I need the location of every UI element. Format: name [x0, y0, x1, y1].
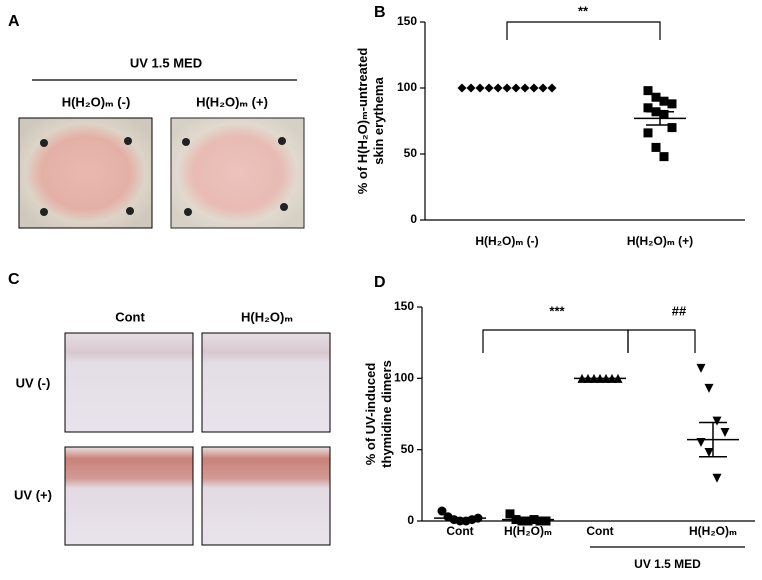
point — [643, 103, 653, 113]
significance-label: *** — [549, 303, 565, 318]
point — [473, 513, 483, 523]
x-tick-label: Cont — [586, 524, 613, 538]
point — [643, 86, 653, 96]
point — [643, 128, 653, 138]
point — [651, 92, 661, 102]
point — [696, 363, 706, 373]
point — [601, 373, 611, 383]
significance-label: ** — [578, 3, 589, 18]
x-tick-label: H(H₂O)ₘ (+) — [627, 234, 693, 248]
point — [535, 516, 545, 526]
y-tick-label: 150 — [397, 14, 417, 28]
point — [720, 428, 730, 438]
y-axis-label: % of UV-inducedthymidine dimers — [363, 360, 394, 468]
point — [589, 373, 599, 383]
point — [541, 516, 551, 526]
point — [484, 83, 494, 93]
point — [529, 515, 539, 525]
y-axis-label-line: % of UV-induced — [363, 363, 378, 466]
point — [577, 373, 587, 383]
x-tick-label: H(H₂O)ₘ (-) — [475, 234, 538, 248]
panel-label: C — [8, 271, 20, 288]
y-axis-label: % of H(H₂O)ₘ-untreatedskin erythema — [355, 48, 386, 195]
point — [667, 123, 677, 133]
column-label: H(H₂O)ₘ — [241, 309, 293, 324]
point — [704, 383, 714, 393]
point — [505, 509, 515, 519]
column-label: H(H₂O)ₘ (-) — [62, 94, 131, 109]
x-tick-label: H(H₂O)ₘ — [689, 524, 737, 538]
y-tick-label: 100 — [397, 80, 417, 94]
point — [517, 516, 527, 526]
y-tick-label: 150 — [394, 299, 414, 313]
significance-bracket — [506, 21, 661, 40]
group-label: UV 1.5 MED — [634, 557, 701, 571]
significance-bracket — [627, 329, 696, 353]
error-bar — [699, 421, 727, 458]
y-tick-label: 0 — [407, 513, 414, 527]
point — [502, 83, 512, 93]
point — [704, 448, 714, 458]
header: UV 1.5 MED — [130, 55, 202, 70]
point — [538, 83, 548, 93]
photo — [18, 117, 153, 229]
row-label: UV (+) — [14, 487, 52, 502]
point — [437, 506, 447, 516]
point — [523, 516, 533, 526]
x-tick-label: H(H₂O)ₘ — [504, 524, 552, 538]
photo — [64, 446, 194, 546]
photo — [170, 117, 305, 229]
y-axis-label-line: thymidine dimers — [379, 360, 394, 468]
point — [651, 107, 661, 117]
row-label: UV (-) — [16, 375, 51, 390]
point — [651, 142, 661, 152]
point — [712, 416, 722, 426]
point — [667, 99, 677, 109]
x-tick-label: Cont — [446, 524, 473, 538]
point — [547, 83, 557, 93]
point — [511, 515, 521, 525]
point — [520, 83, 530, 93]
panel-label: B — [374, 4, 386, 21]
point — [511, 83, 521, 93]
y-tick-label: 100 — [394, 371, 414, 385]
point — [457, 83, 467, 93]
point — [659, 109, 669, 119]
point — [475, 83, 485, 93]
point — [659, 152, 669, 162]
y-tick-label: 50 — [404, 146, 418, 160]
point — [529, 83, 539, 93]
column-label: H(H₂O)ₘ (+) — [196, 94, 268, 109]
point — [607, 373, 617, 383]
y-axis-label-line: skin erythema — [371, 77, 386, 165]
significance-bracket — [482, 329, 629, 353]
y-axis-label-line: % of H(H₂O)ₘ-untreated — [355, 48, 370, 195]
panel-label: D — [374, 274, 386, 291]
photo — [201, 332, 331, 433]
point — [466, 83, 476, 93]
column-label: Cont — [115, 309, 145, 324]
point — [583, 373, 593, 383]
point — [696, 438, 706, 448]
point — [712, 473, 722, 483]
point — [613, 373, 623, 383]
photo — [201, 446, 331, 546]
point — [659, 96, 669, 106]
photo — [64, 332, 194, 433]
point — [595, 373, 605, 383]
significance-label: ## — [672, 303, 687, 318]
y-tick-label: 50 — [401, 442, 415, 456]
panel-label: A — [8, 13, 20, 30]
point — [493, 83, 503, 93]
y-tick-label: 0 — [410, 212, 417, 226]
